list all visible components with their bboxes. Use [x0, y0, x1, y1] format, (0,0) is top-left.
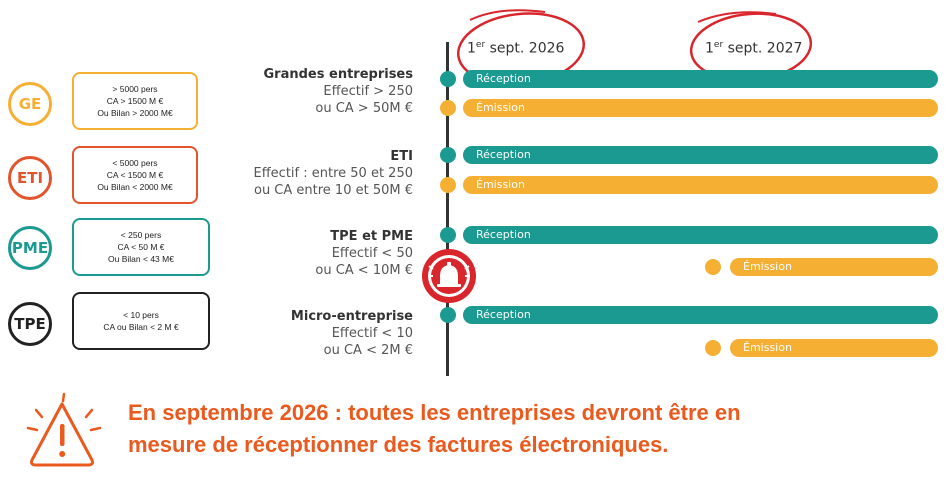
legend-line: Ou Bilan < 2000 M€: [97, 182, 173, 192]
timeline-dot: [440, 71, 456, 87]
legend-circle-pme: PME: [8, 226, 52, 270]
legend-box-ge: > 5000 pers CA > 1500 M € Ou Bilan > 200…: [72, 72, 198, 130]
legend-box-eti: < 5000 pers CA < 1500 M € Ou Bilan < 200…: [72, 146, 198, 204]
alert-line: En septembre 2026 : toutes les entrepris…: [128, 400, 741, 425]
legend-line: < 10 pers: [123, 310, 159, 320]
timeline-dot: [440, 177, 456, 193]
category-tpe-pme: TPE et PME Effectif < 50 ou CA < 10M €: [315, 228, 413, 279]
timeline-dot: [440, 307, 456, 323]
date-sept-2026: 1er sept. 2026: [467, 40, 564, 57]
timeline-dot: [440, 147, 456, 163]
category-title: TPE et PME: [330, 229, 413, 244]
circle-2026-tail: [469, 9, 546, 21]
legend-line: CA ou Bilan < 2 M €: [103, 322, 179, 332]
circle-2027-tail: [697, 11, 777, 23]
legend-circle-ge: GE: [8, 82, 52, 126]
legend-line: Ou Bilan < 43 M€: [108, 254, 174, 264]
category-line: Effectif < 50: [331, 246, 413, 261]
bar-reception-eti: Réception: [463, 146, 938, 164]
bar-reception-pme: Réception: [463, 226, 938, 244]
timeline-dot: [440, 100, 456, 116]
category-line: ou CA < 2M €: [323, 343, 413, 358]
legend-abbr-ge: GE: [18, 95, 42, 113]
bar-label: Émission: [476, 101, 525, 114]
legend-circle-eti: ETI: [8, 156, 52, 200]
date-text: sept. 2027: [723, 40, 803, 57]
legend-box-pme: < 250 pers CA < 50 M € Ou Bilan < 43 M€: [72, 218, 210, 276]
category-line: ou CA > 50M €: [315, 101, 413, 116]
legend-abbr-eti: ETI: [16, 169, 44, 187]
date-number: 1: [467, 40, 476, 57]
category-title: Grandes entreprises: [263, 67, 413, 82]
date-number: 1: [705, 40, 714, 57]
bar-emission-micro: Émission: [730, 339, 938, 357]
legend-circle-tpe: TPE: [8, 302, 52, 346]
legend-line: > 5000 pers: [112, 84, 158, 94]
bar-label: Émission: [476, 178, 525, 191]
alert-line: mesure de réceptionner des factures élec…: [128, 432, 669, 457]
bar-label: Réception: [476, 72, 531, 85]
bar-label: Émission: [743, 341, 792, 354]
legend-line: CA < 50 M €: [117, 242, 165, 252]
alert-message: En septembre 2026 : toutes les entrepris…: [128, 397, 741, 461]
legend-line: < 5000 pers: [112, 158, 158, 168]
bar-label: Réception: [476, 148, 531, 161]
legend-line: CA < 1500 M €: [106, 170, 164, 180]
bar-emission-ge: Émission: [463, 99, 938, 117]
category-line: ou CA < 10M €: [315, 263, 413, 278]
bar-label: Réception: [476, 228, 531, 241]
category-line: Effectif : entre 50 et 250: [253, 166, 414, 181]
warning-triangle-icon: [26, 392, 102, 467]
date-sup: er: [475, 40, 486, 50]
legend-line: CA > 1500 M €: [106, 96, 164, 106]
bar-label: Réception: [476, 308, 531, 321]
timeline-dot: [705, 259, 721, 275]
alarm-bell-icon: [422, 249, 476, 303]
bar-emission-pme: Émission: [730, 258, 938, 276]
timeline-axis: [446, 42, 449, 376]
legend-abbr-pme: PME: [11, 239, 49, 257]
category-line: Effectif > 250: [323, 84, 413, 99]
legend-line: < 250 pers: [120, 230, 162, 240]
date-sept-2027: 1er sept. 2027: [705, 40, 802, 57]
legend-box-tpe: < 10 pers CA ou Bilan < 2 M €: [72, 292, 210, 350]
category-line: Effectif < 10: [331, 326, 413, 341]
category-grandes-entreprises: Grandes entreprises Effectif > 250 ou CA…: [264, 66, 413, 117]
category-title: ETI: [390, 149, 413, 164]
bar-label: Émission: [743, 260, 792, 273]
category-micro-entreprise: Micro-entreprise Effectif < 10 ou CA < 2…: [291, 308, 413, 359]
category-line: ou CA entre 10 et 50M €: [253, 183, 413, 198]
timeline-dot: [440, 227, 456, 243]
category-eti: ETI Effectif : entre 50 et 250 ou CA ent…: [254, 148, 414, 199]
bar-emission-eti: Émission: [463, 176, 938, 194]
bar-reception-micro: Réception: [463, 306, 938, 324]
legend-line: Ou Bilan > 2000 M€: [97, 108, 173, 118]
timeline-dot: [705, 340, 721, 356]
date-sup: er: [713, 40, 724, 50]
bar-reception-ge: Réception: [463, 70, 938, 88]
date-text: sept. 2026: [485, 40, 565, 57]
category-title: Micro-entreprise: [290, 309, 413, 324]
legend-abbr-tpe: TPE: [14, 315, 46, 333]
